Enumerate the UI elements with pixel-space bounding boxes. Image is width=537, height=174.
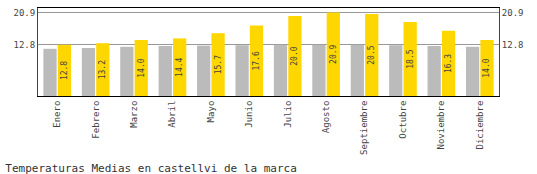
svg-text:Febrero: Febrero <box>91 101 101 139</box>
svg-text:Mayo: Mayo <box>206 101 216 123</box>
svg-text:Enero: Enero <box>52 101 62 128</box>
svg-text:20.9: 20.9 <box>14 8 36 18</box>
svg-text:12.8: 12.8 <box>14 40 36 50</box>
svg-text:Agosto: Agosto <box>321 101 331 134</box>
svg-text:20.9: 20.9 <box>502 8 524 18</box>
svg-text:12.8: 12.8 <box>502 40 524 50</box>
svg-text:Temperaturas Medias en castell: Temperaturas Medias en castellvi de la m… <box>5 162 296 174</box>
svg-text:Diciembre: Diciembre <box>475 101 485 150</box>
svg-text:Junio: Junio <box>244 101 254 128</box>
svg-text:15.7: 15.7 <box>214 55 223 74</box>
svg-text:14.4: 14.4 <box>175 57 184 76</box>
svg-text:17.6: 17.6 <box>252 51 261 70</box>
svg-text:16.3: 16.3 <box>444 54 453 73</box>
svg-text:Abril: Abril <box>167 101 177 128</box>
svg-text:Octubre: Octubre <box>398 101 408 139</box>
svg-text:12.8: 12.8 <box>60 61 69 80</box>
svg-text:Noviembre: Noviembre <box>436 101 446 150</box>
svg-text:14.0: 14.0 <box>482 58 491 77</box>
svg-text:14.0: 14.0 <box>137 58 146 77</box>
svg-text:20.9: 20.9 <box>329 44 338 63</box>
svg-text:13.2: 13.2 <box>98 60 107 79</box>
svg-text:Septiembre: Septiembre <box>359 101 369 155</box>
svg-text:20.0: 20.0 <box>290 46 299 65</box>
svg-text:Julio: Julio <box>283 101 293 128</box>
svg-text:Marzo: Marzo <box>129 101 139 128</box>
svg-text:18.5: 18.5 <box>406 49 415 68</box>
svg-text:20.5: 20.5 <box>367 45 376 64</box>
